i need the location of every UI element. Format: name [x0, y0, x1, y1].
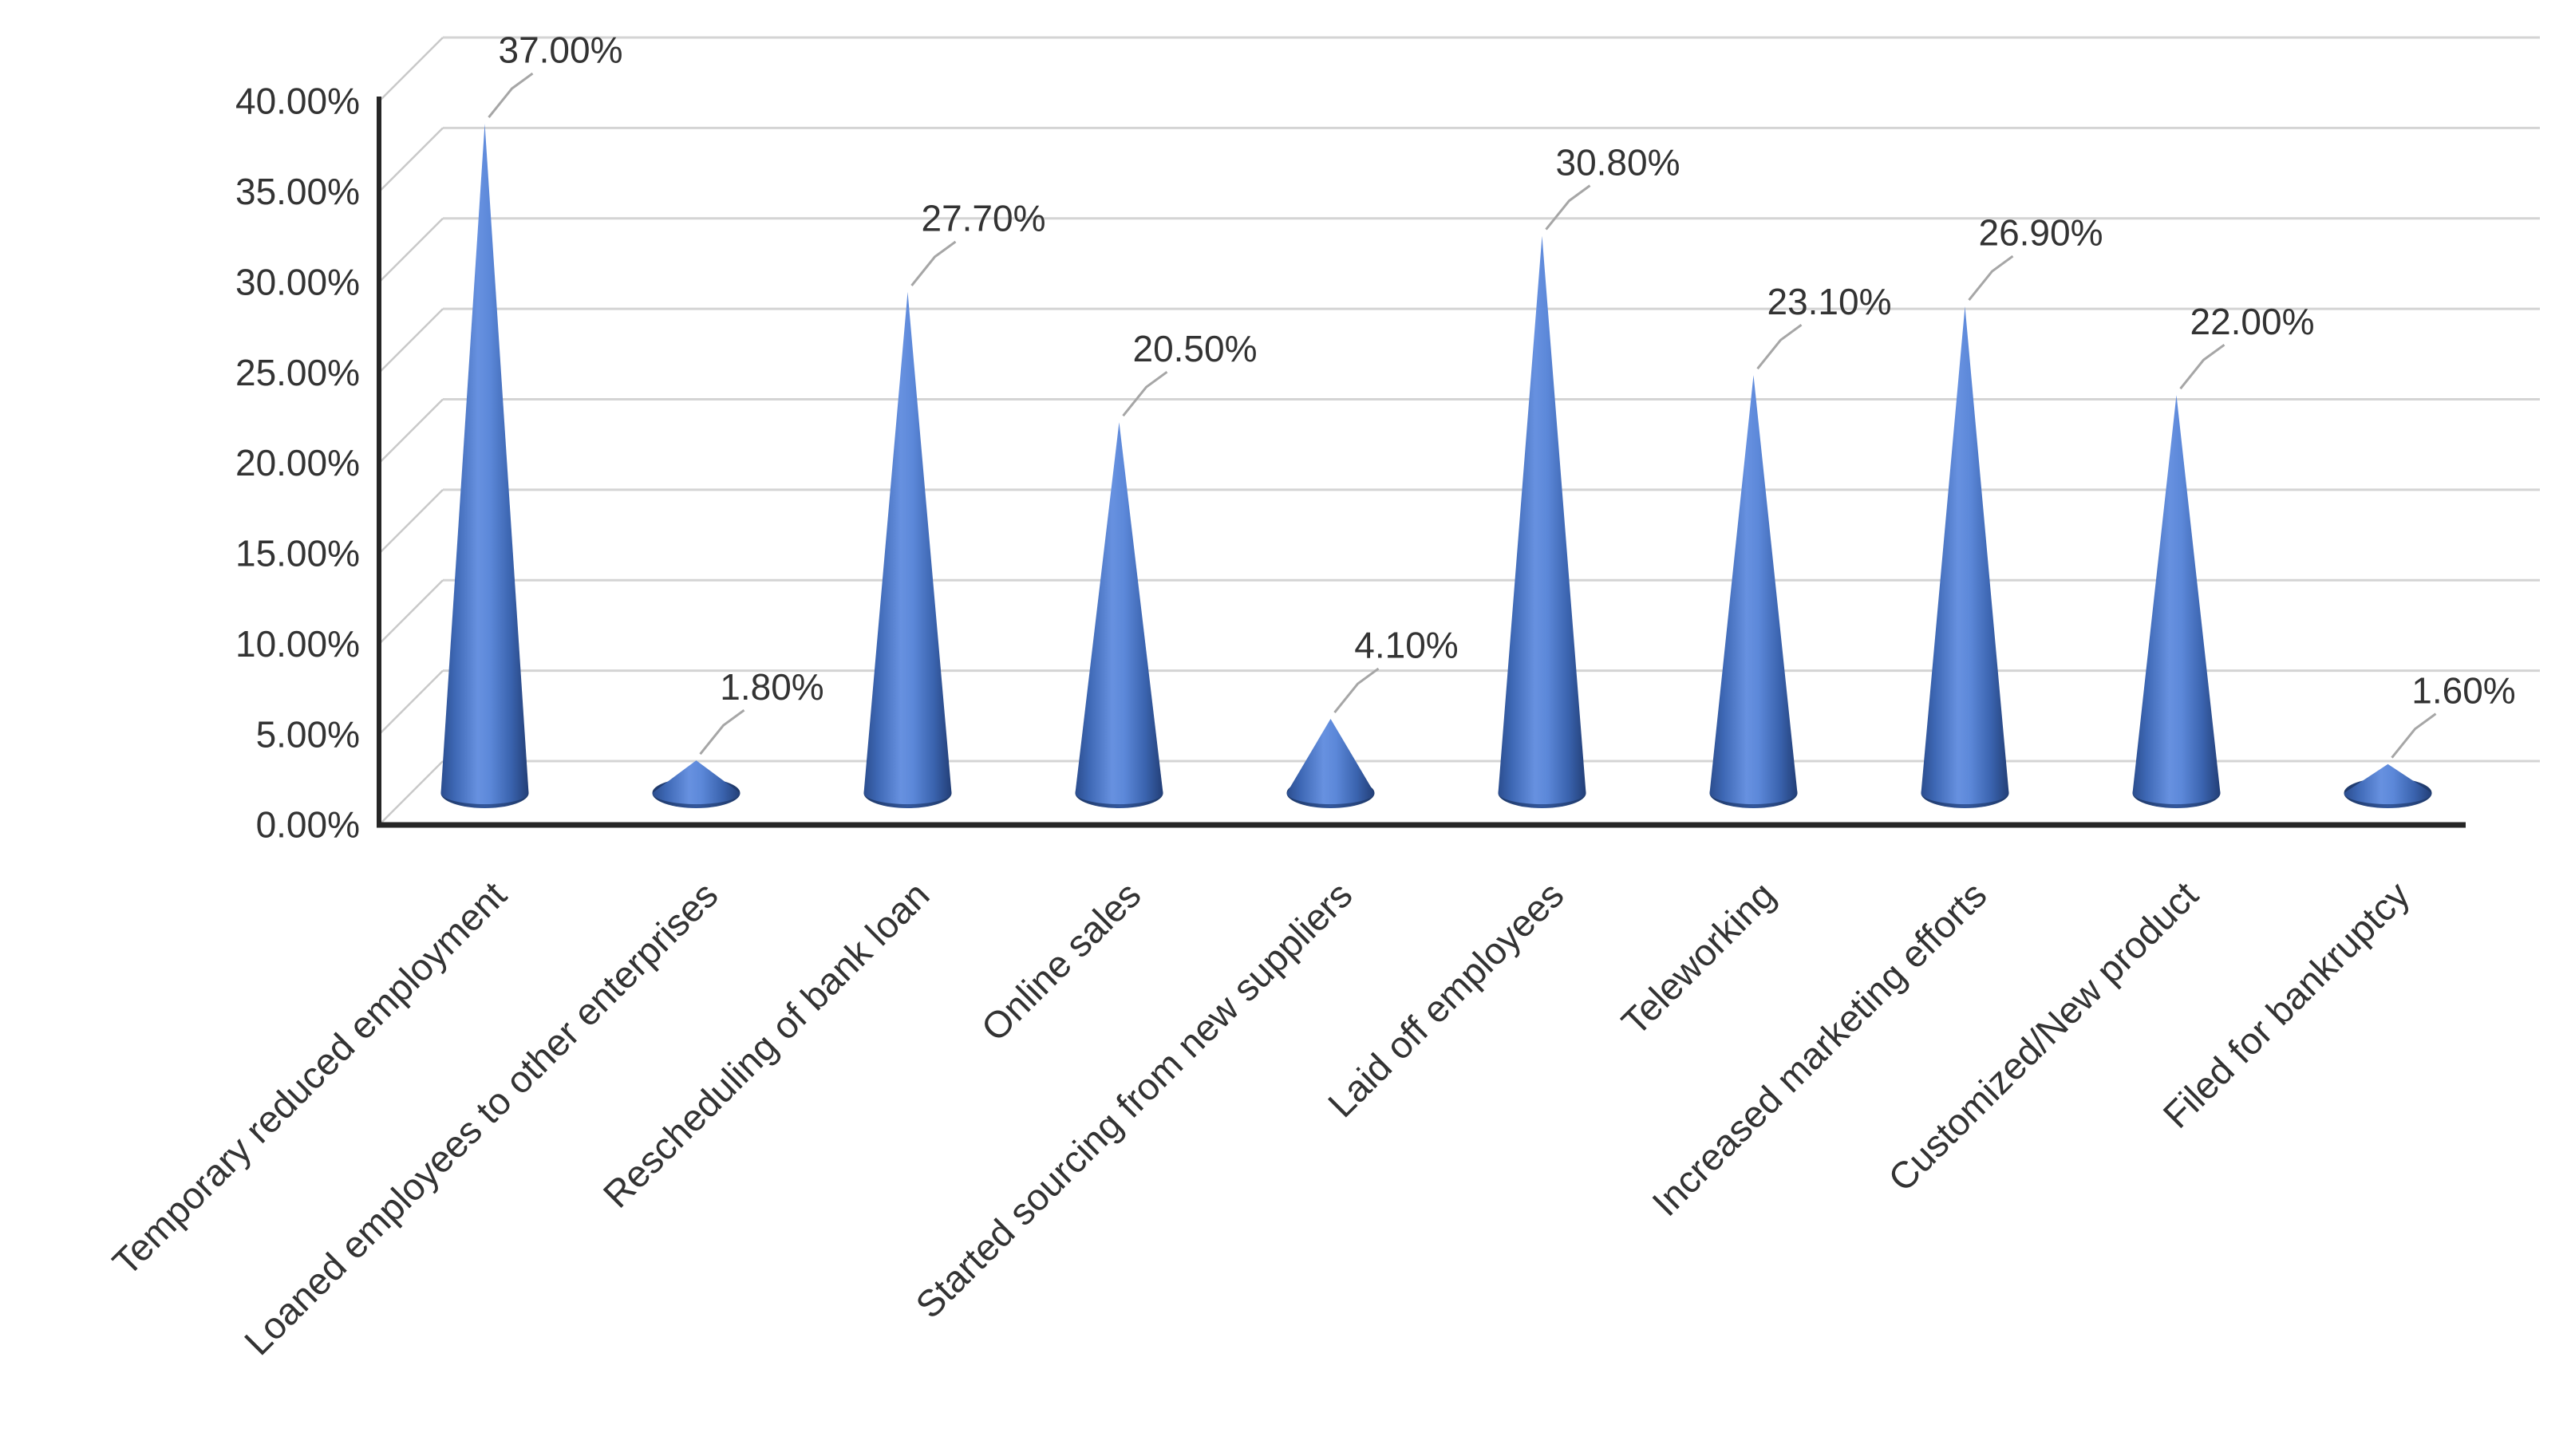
cone-bar	[1921, 306, 2009, 805]
cone-series-point: 27.70%	[863, 198, 1046, 808]
leader-line	[1756, 323, 1803, 370]
cone-series-point: 20.50%	[1075, 328, 1258, 808]
cone-bar	[1498, 235, 1586, 804]
cone-series-point: 30.80%	[1498, 141, 1680, 808]
cone-bar	[2344, 764, 2432, 804]
depth-connector	[378, 488, 444, 554]
y-tick-label: 10.00%	[235, 623, 360, 665]
cone-series-point: 26.90%	[1921, 212, 2103, 808]
cone-bar	[1075, 422, 1163, 804]
gridlines-group	[378, 36, 2540, 826]
cone-bar	[652, 760, 741, 804]
data-label: 30.80%	[1555, 141, 1680, 183]
depth-connector	[378, 579, 444, 645]
leader-line	[1333, 667, 1380, 713]
cone-series-point: 23.10%	[1709, 281, 1892, 808]
y-tick-label: 25.00%	[235, 352, 360, 393]
depth-connector	[378, 760, 444, 826]
cone-bar	[1709, 375, 1798, 804]
depth-connector	[378, 669, 444, 736]
data-label: 22.00%	[2190, 301, 2314, 342]
leader-line	[488, 72, 534, 118]
leader-line	[910, 240, 957, 286]
leader-line	[1122, 370, 1168, 417]
leader-line	[1545, 184, 1591, 231]
cone-series-point: 4.10%	[1286, 625, 1459, 808]
data-label: 27.70%	[921, 198, 1045, 239]
cone-bar	[1286, 719, 1375, 804]
data-label: 23.10%	[1767, 281, 1891, 322]
cones-group: 37.00% 1.80% 27.70% 20.50% 4.10% 30.80% 23.10%…	[440, 30, 2516, 808]
leader-line	[2179, 343, 2225, 390]
cone-bar	[2132, 395, 2221, 804]
depth-connector	[378, 217, 444, 283]
data-label: 20.50%	[1132, 328, 1257, 369]
leader-line	[2391, 712, 2437, 759]
depth-connector	[378, 37, 444, 102]
y-tick-label: 30.00%	[235, 261, 360, 302]
data-label: 4.10%	[1354, 625, 1458, 666]
cone-series-point: 22.00%	[2132, 301, 2315, 808]
cone-series-point: 1.60%	[2344, 669, 2516, 808]
y-tick-label: 5.00%	[256, 713, 360, 755]
cone-bar	[863, 291, 952, 805]
y-axis-labels-group: 0.00% 5.00% 10.00% 15.00% 20.00% 25.00% 30.00%…	[235, 81, 360, 846]
leader-line	[1968, 255, 2014, 301]
data-label: 26.90%	[1978, 212, 2103, 254]
data-label: 1.60%	[2411, 669, 2515, 711]
y-tick-label: 35.00%	[235, 171, 360, 212]
y-tick-label: 40.00%	[235, 81, 360, 122]
cone-series-point: 37.00%	[440, 30, 623, 808]
leader-line	[699, 708, 745, 756]
depth-connector	[378, 127, 444, 193]
y-tick-label: 0.00%	[256, 804, 360, 846]
cone-bar	[440, 124, 529, 804]
cone-series-point: 1.80%	[652, 666, 824, 808]
data-label: 37.00%	[498, 30, 622, 71]
y-tick-label: 20.00%	[235, 442, 360, 483]
depth-connector	[378, 308, 444, 374]
y-tick-label: 15.00%	[235, 533, 360, 574]
depth-connector	[378, 398, 444, 464]
data-label: 1.80%	[720, 666, 823, 708]
